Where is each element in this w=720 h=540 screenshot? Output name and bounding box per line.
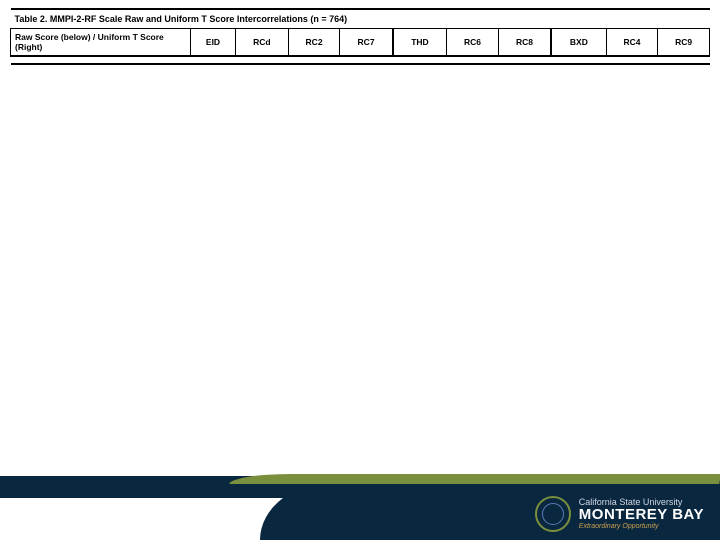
col-RC7: RC7 [340, 29, 393, 57]
correlation-table: Table 2. MMPI-2-RF Scale Raw and Uniform… [10, 8, 710, 65]
table-note-row [11, 56, 710, 64]
logo-text: California State University MONTEREY BAY… [579, 498, 704, 531]
table-corner: Raw Score (below) / Uniform T Score (Rig… [11, 29, 191, 57]
slide: Table 2. MMPI-2-RF Scale Raw and Uniform… [0, 0, 720, 540]
table-title-row: Table 2. MMPI-2-RF Scale Raw and Uniform… [11, 9, 710, 29]
col-RC2: RC2 [288, 29, 340, 57]
col-RC6: RC6 [447, 29, 499, 57]
col-RC4: RC4 [606, 29, 658, 57]
col-RCd: RCd [235, 29, 288, 57]
seal-icon [535, 496, 571, 532]
university-logo: California State University MONTEREY BAY… [535, 496, 704, 532]
footer: California State University MONTEREY BAY… [0, 470, 720, 540]
col-RC9: RC9 [658, 29, 710, 57]
logo-line3: Extraordinary Opportunity [579, 523, 704, 530]
col-BXD: BXD [551, 29, 606, 57]
table-note [11, 56, 710, 64]
col-RC8: RC8 [498, 29, 551, 57]
table-area: Table 2. MMPI-2-RF Scale Raw and Uniform… [0, 0, 720, 65]
table-header-row: Raw Score (below) / Uniform T Score (Rig… [11, 29, 710, 57]
col-EID: EID [191, 29, 236, 57]
table-title: Table 2. MMPI-2-RF Scale Raw and Uniform… [11, 9, 710, 29]
logo-line2: MONTEREY BAY [579, 507, 704, 523]
col-THD: THD [393, 29, 447, 57]
